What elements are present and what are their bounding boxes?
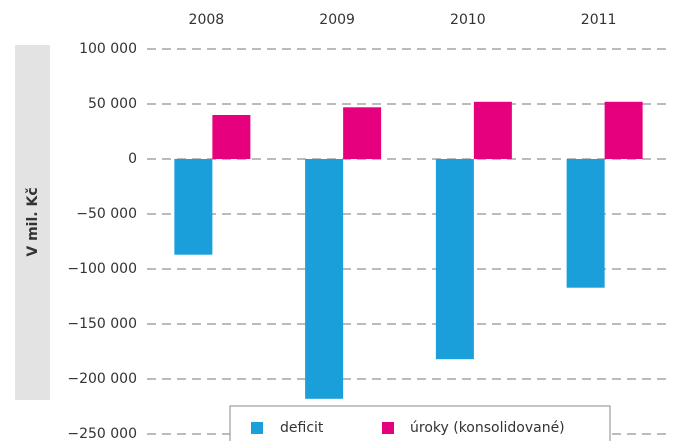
- bar: [305, 159, 344, 399]
- y-tick-label: 50 000: [88, 96, 137, 112]
- bar: [473, 101, 512, 159]
- bar: [343, 107, 382, 159]
- legend: deficit úroky (konsolidované): [229, 405, 611, 441]
- y-label-box: [15, 45, 50, 400]
- y-tick-label: −150 000: [67, 316, 137, 332]
- y-tick-label: −250 000: [67, 426, 137, 441]
- legend-swatch: [251, 422, 263, 434]
- bar: [435, 159, 474, 360]
- x-tick-label: 2011: [581, 12, 617, 28]
- bar: [566, 159, 605, 288]
- y-tick-label: −50 000: [76, 206, 137, 222]
- y-tick-label: 0: [128, 151, 137, 167]
- x-tick-label: 2008: [189, 12, 225, 28]
- y-tick-label: −100 000: [67, 261, 137, 277]
- x-tick-label: 2010: [450, 12, 486, 28]
- y-tick-label: 100 000: [79, 41, 137, 57]
- x-tick-label: 2009: [319, 12, 355, 28]
- bar: [212, 115, 251, 159]
- bar: [174, 159, 213, 255]
- bar: [604, 101, 643, 159]
- legend-swatch: [382, 422, 394, 434]
- y-tick-label: −200 000: [67, 371, 137, 387]
- plot: 100 000 50 000 0 −50 000 −100 000 −150 000 −20…: [67, 12, 670, 441]
- y-axis-label: V mil. Kč: [25, 187, 41, 256]
- legend-label: úroky (konsolidované): [410, 420, 565, 436]
- legend-box: [229, 405, 611, 441]
- legend-label: deficit: [280, 420, 324, 436]
